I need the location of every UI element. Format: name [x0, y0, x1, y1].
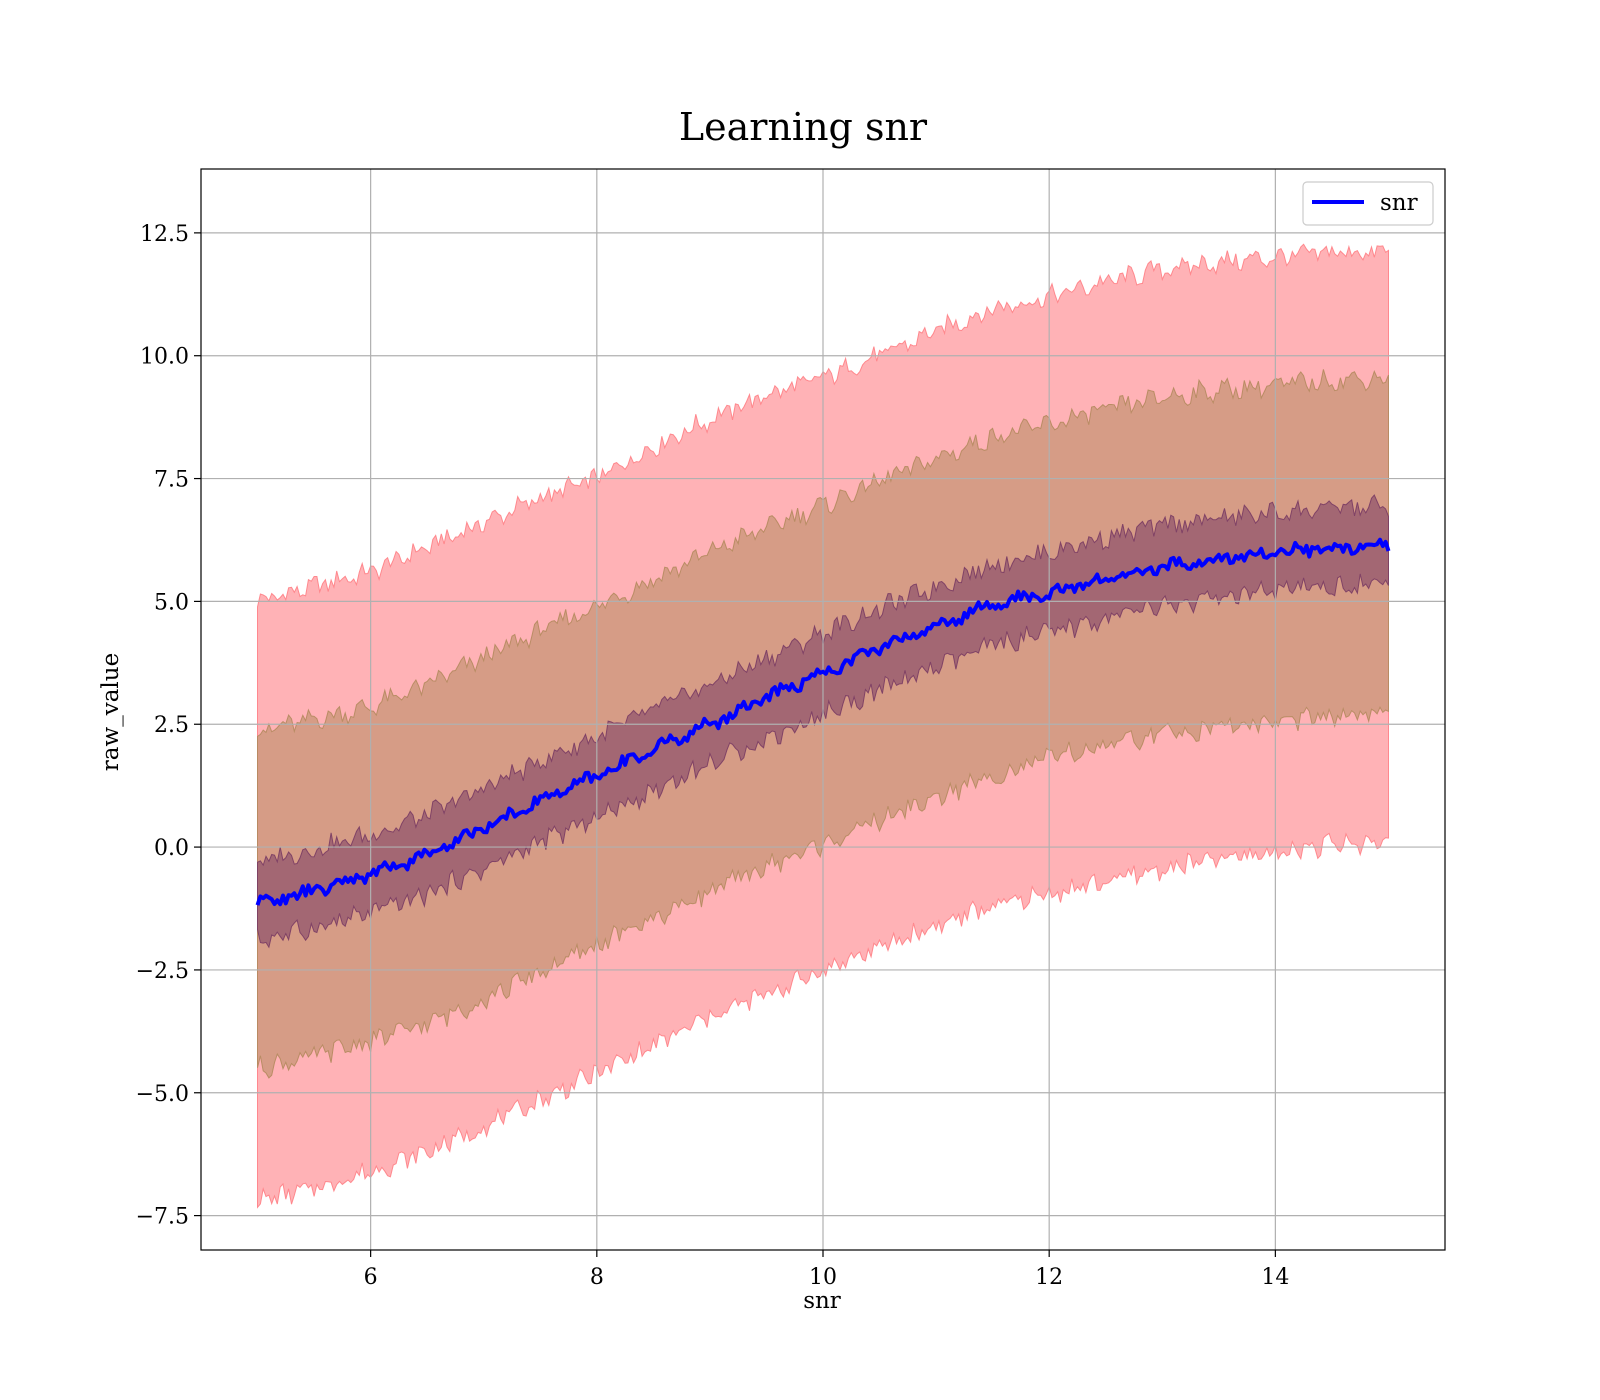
- series-lines: [255, 537, 1391, 907]
- y-tick-label: −5.0: [136, 1082, 189, 1107]
- plot-area: [200, 168, 1446, 1251]
- confidence-band-3: [257, 494, 1389, 949]
- x-tick-label: 10: [809, 1265, 837, 1290]
- y-tick-label: 12.5: [140, 222, 189, 247]
- x-axis-label: snr: [803, 1288, 841, 1314]
- y-tick-label: 2.5: [154, 713, 189, 738]
- grid: [201, 169, 1445, 1250]
- y-tick-label: −7.5: [136, 1205, 189, 1230]
- x-axis-ticks: 6 8 10 12 14: [364, 1250, 1289, 1290]
- y-tick-label: 5.0: [154, 590, 189, 615]
- y-tick-label: 10.0: [140, 345, 189, 370]
- x-tick-label: 12: [1035, 1265, 1063, 1290]
- y-tick-label: −2.5: [136, 959, 189, 984]
- series-line-snr: [255, 537, 1391, 907]
- x-tick-label: 8: [590, 1265, 604, 1290]
- y-tick-label: 0.0: [154, 836, 189, 861]
- legend-label-snr: snr: [1380, 190, 1418, 216]
- legend-box: [1302, 181, 1434, 226]
- x-tick-label: 6: [364, 1265, 378, 1290]
- chart-title: Learning snr: [679, 105, 928, 149]
- y-tick-label: 7.5: [154, 468, 189, 493]
- y-axis-label: raw_value: [98, 653, 124, 771]
- y-axis-ticks: −7.5 −5.0 −2.5 0.0 2.5 5.0 7.5 10.0 12.5: [136, 222, 201, 1230]
- legend: snr: [1302, 181, 1434, 226]
- x-tick-label: 14: [1261, 1265, 1289, 1290]
